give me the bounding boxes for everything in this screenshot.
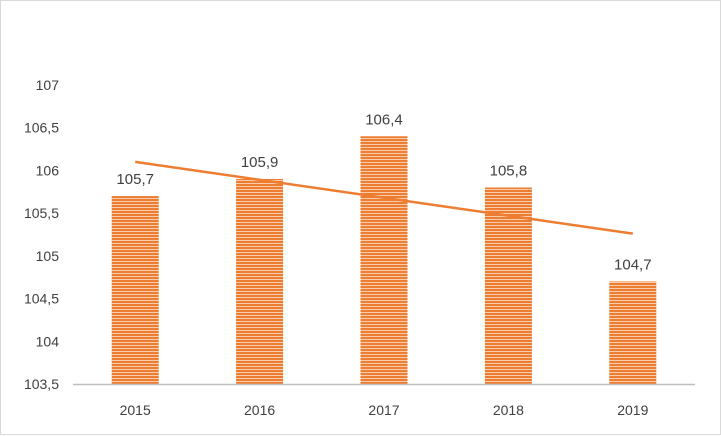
y-tick-label: 104,5 (24, 291, 59, 307)
data-label: 106,4 (365, 111, 403, 128)
y-tick-label: 103,5 (24, 376, 59, 392)
y-tick-label: 106 (36, 162, 60, 178)
bar-2018 (484, 187, 532, 384)
x-axis: 2015 2016 2017 2018 2019 (73, 383, 695, 418)
y-tick-label: 105,5 (24, 205, 59, 221)
x-tick-label: 2018 (493, 402, 524, 418)
bar-2016 (236, 178, 284, 384)
trendline (135, 160, 633, 235)
y-axis-ticks: 103,5 104 104,5 105 105,5 106 106,5 107 (24, 77, 59, 392)
bar-2017 (360, 136, 408, 384)
y-tick-label: 104 (36, 333, 60, 349)
y-tick-label: 105 (36, 248, 60, 264)
data-label: 105,7 (116, 171, 154, 188)
bar-2015 (111, 196, 159, 384)
data-label: 105,8 (490, 163, 528, 180)
x-tick-label: 2015 (120, 402, 151, 418)
x-tick-label: 2016 (244, 402, 275, 418)
x-tick-label: 2019 (617, 402, 648, 418)
y-tick-label: 106,5 (24, 120, 59, 136)
trendline-group (135, 160, 633, 235)
x-tick-label: 2017 (368, 402, 399, 418)
y-tick-label: 107 (36, 77, 60, 93)
data-label: 104,7 (614, 256, 652, 273)
data-labels-group: 105,7 105,9 106,4 105,8 104,7 (116, 111, 651, 273)
data-label: 105,9 (241, 154, 279, 171)
bars-group (111, 136, 657, 384)
bar-2019 (609, 281, 657, 384)
